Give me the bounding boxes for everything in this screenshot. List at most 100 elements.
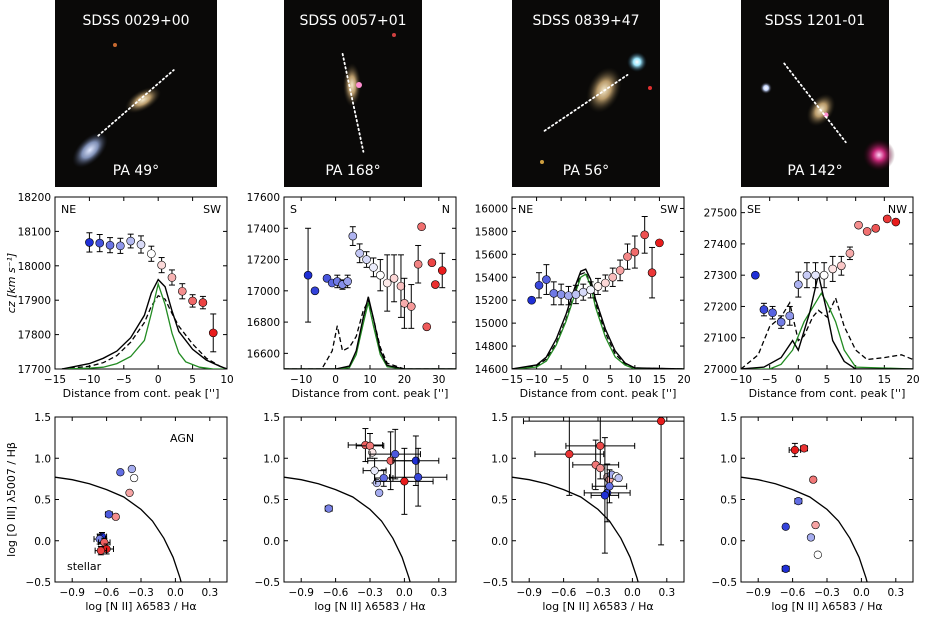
data-point <box>382 278 392 288</box>
x-tick-label: −0.3 <box>814 587 840 599</box>
data-point <box>157 260 166 270</box>
data-point <box>431 280 440 289</box>
data-point <box>127 464 136 474</box>
data-point <box>376 270 385 280</box>
data-point <box>343 277 352 286</box>
y-tick-label: 17700 <box>18 364 51 376</box>
star-dot <box>392 33 396 37</box>
plot-frame <box>511 416 685 583</box>
x-axis-label: Distance from cont. peak [''] <box>520 387 677 400</box>
data-point <box>781 564 790 573</box>
slit-line <box>341 53 365 153</box>
data-point <box>811 270 820 280</box>
data-point <box>605 482 614 491</box>
data-point <box>614 473 623 483</box>
data-point <box>751 270 760 280</box>
y-tick-label: −0.5 <box>712 577 738 589</box>
x-tick-label: 0.3 <box>201 587 218 599</box>
data-point <box>422 322 432 332</box>
plot-frame <box>511 196 685 370</box>
slit-line <box>543 73 629 132</box>
data-point <box>125 488 134 498</box>
y-tick-label: 17200 <box>247 255 280 267</box>
y-tick-label: 1.0 <box>263 453 280 465</box>
x-tick-label: 0.3 <box>887 587 904 599</box>
data-point <box>640 230 649 240</box>
velocity-panel: −10 0 10 20 30 16600 16800 17000 17200 17400 17600… <box>247 192 457 400</box>
y-tick-label: 15000 <box>475 318 508 330</box>
star-dot <box>113 43 117 47</box>
direction-label-left: SE <box>747 203 761 216</box>
y-tick-label: −0.5 <box>483 577 509 589</box>
region-label-agn: AGN <box>170 432 194 445</box>
data-point <box>586 285 595 295</box>
y-tick-label: 0.5 <box>491 495 508 507</box>
demarcation-curve <box>512 476 639 582</box>
data-point <box>362 255 371 264</box>
plot-area <box>512 417 684 582</box>
data-point <box>400 477 409 486</box>
bpt-panel: −0.9 −0.6 −0.3 0.0 0.3 −0.5 0.0 0.5 1.0 1.5 log [N… <box>5 412 228 613</box>
data-point <box>95 238 105 248</box>
x-tick-label: −0.6 <box>323 587 349 599</box>
data-point <box>370 466 379 475</box>
plot-frame <box>54 416 228 583</box>
y-tick-label: 0.5 <box>34 495 51 507</box>
y-tick-label: 1.5 <box>720 412 737 424</box>
data-point <box>396 281 406 291</box>
x-tick-label: −15 <box>44 374 66 386</box>
data-point <box>116 241 125 251</box>
profile-continuum <box>512 268 684 369</box>
thumbnail-title: SDSS 0057+01 <box>299 13 406 29</box>
data-point <box>348 231 358 241</box>
data-point <box>556 290 566 299</box>
y-tick-label: 1.5 <box>263 412 280 424</box>
profile-line-dashed <box>61 294 227 369</box>
data-point <box>542 275 551 284</box>
data-point <box>167 273 177 282</box>
data-point <box>414 473 423 482</box>
x-tick-label: 10 <box>628 374 641 386</box>
data-point <box>111 512 120 521</box>
direction-label-right: SW <box>660 203 678 216</box>
thumbnail-title: SDSS 0029+00 <box>82 13 189 29</box>
data-point <box>303 270 313 280</box>
data-point <box>96 546 105 555</box>
data-point <box>608 272 618 282</box>
y-tick-label: 16800 <box>247 317 280 329</box>
data-point <box>891 217 901 227</box>
galaxy-blob <box>124 86 162 114</box>
data-point <box>375 488 384 498</box>
data-point <box>596 441 605 450</box>
y-tick-label: 15800 <box>475 226 508 238</box>
demarcation-curve <box>741 476 868 582</box>
x-tick-label: −5 <box>553 374 568 386</box>
profile-line-dashed <box>512 271 684 369</box>
x-tick-label: −0.9 <box>745 587 771 599</box>
x-axis-label: Distance from cont. peak [''] <box>749 387 906 400</box>
y-tick-label: 17900 <box>18 295 51 307</box>
star-dot <box>540 160 544 164</box>
data-point <box>379 473 388 483</box>
x-tick-label: 0 <box>795 374 802 386</box>
data-point <box>208 328 218 338</box>
y-tick-label: 1.0 <box>34 453 51 465</box>
y-tick-label: 17800 <box>18 330 51 342</box>
x-axis-label: log [N II] λ6583 / Hα <box>85 600 196 613</box>
data-point <box>130 473 139 483</box>
x-tick-label: 0.3 <box>430 587 447 599</box>
data-point <box>809 475 818 484</box>
data-point <box>413 259 423 269</box>
data-point <box>188 296 197 306</box>
x-tick-label: 0 <box>332 374 339 386</box>
y-tick-label: 15400 <box>475 272 508 284</box>
data-point <box>116 468 125 477</box>
data-point <box>198 298 208 307</box>
velocity-panel: −15 −10 −5 0 5 10 17700 17800 17900 18000 18100 182… <box>5 192 234 400</box>
y-tick-label: 0.0 <box>263 536 280 548</box>
data-point <box>310 286 320 296</box>
y-tick-label: 14600 <box>475 364 508 376</box>
x-tick-label: −0.3 <box>128 587 154 599</box>
x-tick-label: −5 <box>116 374 131 386</box>
y-tick-label: 0.5 <box>720 495 737 507</box>
